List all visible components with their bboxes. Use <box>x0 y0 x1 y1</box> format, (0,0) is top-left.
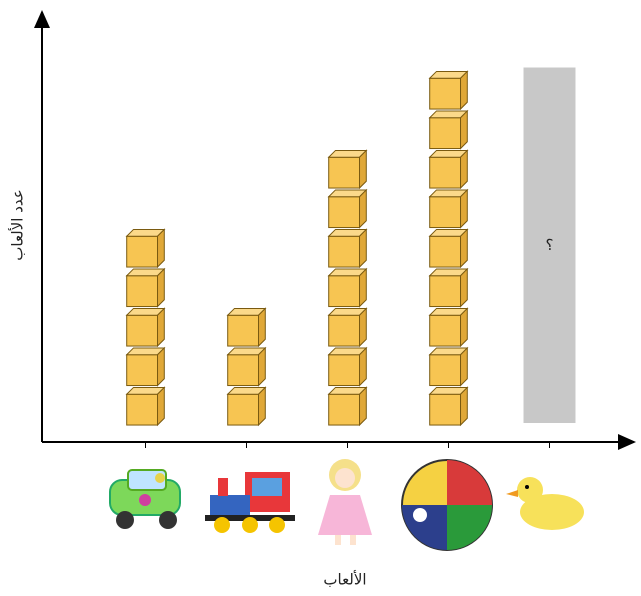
train-icon <box>205 472 295 533</box>
cube-front <box>429 235 462 268</box>
cube-front <box>227 314 260 347</box>
cube-front <box>328 314 361 347</box>
cube-front <box>227 354 260 387</box>
cube-side <box>258 346 266 387</box>
cube-side <box>460 109 468 150</box>
cube-side <box>359 228 367 269</box>
cube-front <box>429 77 462 110</box>
cube-front <box>126 314 159 347</box>
cube-front <box>328 393 361 426</box>
doll-icon <box>318 459 372 545</box>
cube-side <box>157 267 165 308</box>
cube-side <box>359 149 367 190</box>
cube-column <box>428 70 469 427</box>
cube-side <box>157 228 165 269</box>
cube-side <box>359 386 367 427</box>
cube-front <box>429 275 462 308</box>
cube-side <box>460 267 468 308</box>
ball-icon <box>401 459 493 551</box>
cube-side <box>258 307 266 348</box>
cube-side <box>359 188 367 229</box>
cube-side <box>460 307 468 348</box>
cube-front <box>429 156 462 189</box>
cube-side <box>157 386 165 427</box>
cube-side <box>359 267 367 308</box>
cube-front <box>429 354 462 387</box>
cube-side <box>460 188 468 229</box>
duck-icon <box>506 477 584 530</box>
cube-front <box>227 393 260 426</box>
x-axis-label: الألعاب <box>323 570 366 589</box>
cube-front <box>126 275 159 308</box>
cube-front <box>328 275 361 308</box>
unknown-bar <box>523 67 576 423</box>
cube-front <box>328 196 361 229</box>
cube-side <box>157 307 165 348</box>
cube-front <box>126 354 159 387</box>
cube-side <box>359 307 367 348</box>
cube-side <box>460 386 468 427</box>
cube-side <box>359 346 367 387</box>
cube-front <box>429 117 462 150</box>
cube-column <box>327 149 368 427</box>
cube-side <box>460 70 468 111</box>
car-icon <box>109 469 181 529</box>
cube-side <box>258 386 266 427</box>
cube-side <box>460 228 468 269</box>
value-label: ؟ <box>546 236 554 254</box>
cube-front <box>429 196 462 229</box>
cube-front <box>429 393 462 426</box>
cube-side <box>157 346 165 387</box>
cube-front <box>328 354 361 387</box>
cube-front <box>126 235 159 268</box>
y-axis-label: عدد الألعاب <box>8 189 27 261</box>
cube-side <box>460 149 468 190</box>
cube-front <box>328 235 361 268</box>
cube-front <box>328 156 361 189</box>
cube-column <box>226 307 267 427</box>
cube-side <box>460 346 468 387</box>
cube-column <box>125 228 166 427</box>
cube-front <box>126 393 159 426</box>
cube-front <box>429 314 462 347</box>
